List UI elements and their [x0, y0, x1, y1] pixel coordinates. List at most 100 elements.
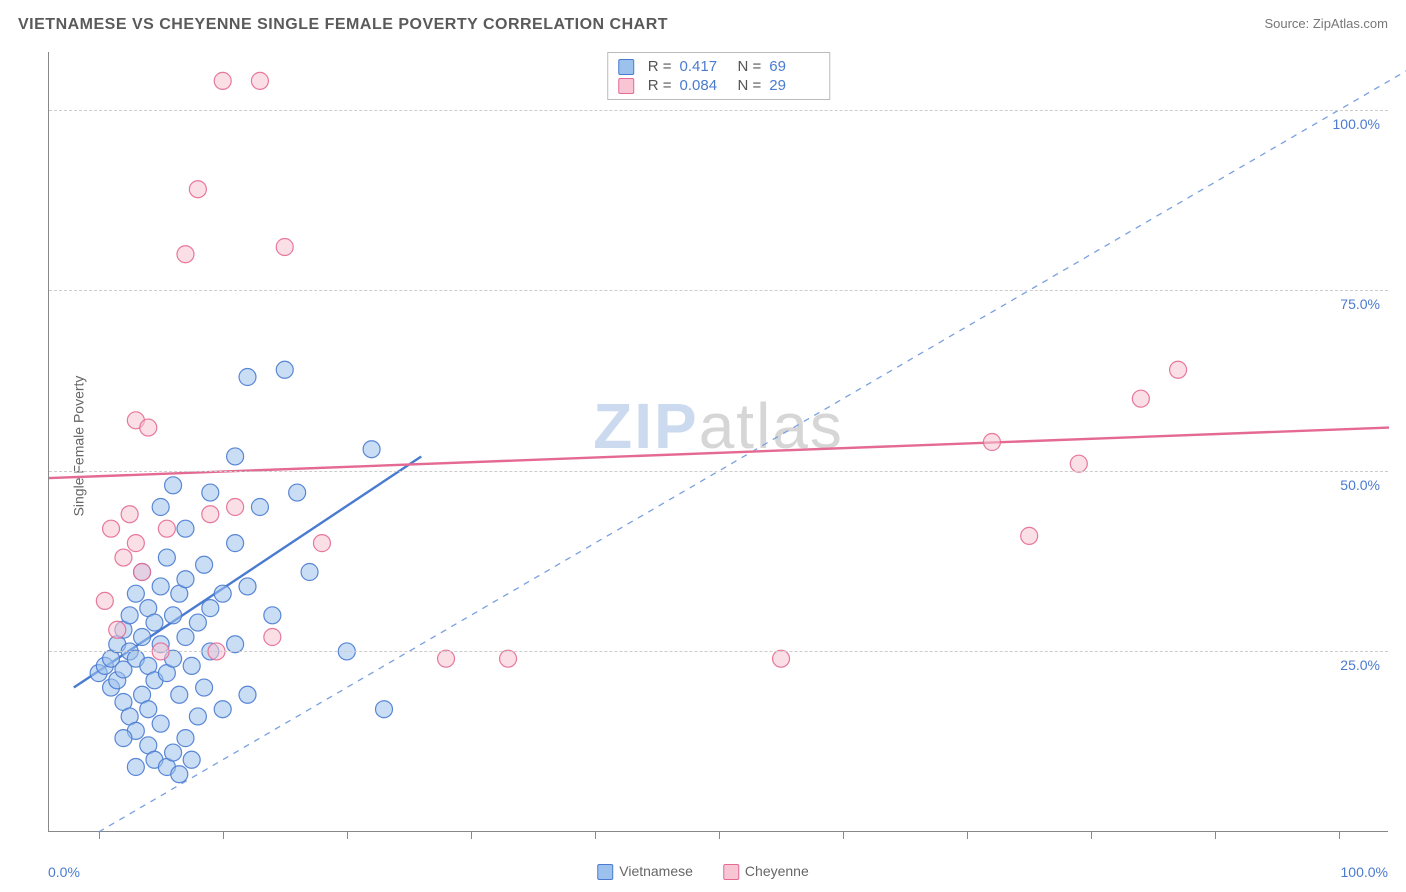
data-point-cheyenne — [264, 629, 281, 646]
series-legend: Vietnamese Cheyenne — [597, 863, 809, 880]
data-point-vietnamese — [363, 441, 380, 458]
data-point-vietnamese — [239, 578, 256, 595]
data-point-cheyenne — [276, 239, 293, 256]
legend-swatch — [597, 864, 613, 880]
chart-title: VIETNAMESE VS CHEYENNE SINGLE FEMALE POV… — [18, 16, 668, 33]
data-point-vietnamese — [127, 585, 144, 602]
correlation-legend-row: R = 0.084 N = 29 — [618, 76, 820, 95]
data-point-vietnamese — [202, 600, 219, 617]
data-point-cheyenne — [115, 549, 132, 566]
series-legend-item: Vietnamese — [597, 863, 693, 880]
data-point-vietnamese — [227, 535, 244, 552]
scatter-plot: ZIPatlas R =0.417N =69R =0.084N =29 25.0… — [48, 52, 1388, 832]
data-point-vietnamese — [165, 607, 182, 624]
data-point-vietnamese — [202, 484, 219, 501]
n-value: 29 — [769, 77, 819, 94]
gridline — [49, 110, 1388, 111]
source-prefix: Source: — [1264, 16, 1312, 31]
data-point-cheyenne — [251, 72, 268, 89]
y-tick-label: 75.0% — [1340, 296, 1380, 312]
y-tick-label: 25.0% — [1340, 657, 1380, 673]
data-point-vietnamese — [127, 759, 144, 776]
series-legend-label: Vietnamese — [619, 863, 693, 879]
data-point-vietnamese — [227, 636, 244, 653]
data-point-vietnamese — [301, 564, 318, 581]
data-point-vietnamese — [189, 614, 206, 631]
data-point-vietnamese — [177, 730, 194, 747]
header: VIETNAMESE VS CHEYENNE SINGLE FEMALE POV… — [18, 16, 1388, 46]
data-point-vietnamese — [152, 578, 169, 595]
correlation-legend-row: R = 0.417 N = 69 — [618, 57, 820, 76]
data-point-vietnamese — [376, 701, 393, 718]
data-point-vietnamese — [251, 499, 268, 516]
source-name: ZipAtlas.com — [1313, 16, 1388, 31]
data-point-cheyenne — [109, 621, 126, 638]
data-point-vietnamese — [196, 556, 213, 573]
r-value: 0.417 — [680, 58, 730, 75]
data-point-vietnamese — [227, 448, 244, 465]
data-point-vietnamese — [239, 686, 256, 703]
x-axis-min-label: 0.0% — [48, 864, 80, 880]
gridline — [49, 471, 1388, 472]
data-point-cheyenne — [438, 650, 455, 667]
data-point-vietnamese — [177, 520, 194, 537]
legend-swatch — [723, 864, 739, 880]
data-point-vietnamese — [183, 657, 200, 674]
data-point-cheyenne — [189, 181, 206, 198]
data-point-vietnamese — [171, 686, 188, 703]
data-point-cheyenne — [1070, 455, 1087, 472]
x-tick — [1091, 831, 1092, 839]
x-tick — [347, 831, 348, 839]
data-point-vietnamese — [214, 585, 231, 602]
n-label: N = — [738, 77, 762, 94]
data-point-cheyenne — [103, 520, 120, 537]
data-point-vietnamese — [171, 766, 188, 783]
legend-swatch — [618, 78, 634, 94]
x-tick — [1339, 831, 1340, 839]
x-tick — [99, 831, 100, 839]
y-tick-label: 100.0% — [1333, 116, 1380, 132]
data-point-cheyenne — [773, 650, 790, 667]
gridline — [49, 651, 1388, 652]
x-tick — [471, 831, 472, 839]
n-label: N = — [738, 58, 762, 75]
r-label: R = — [648, 58, 672, 75]
x-tick — [1215, 831, 1216, 839]
series-legend-item: Cheyenne — [723, 863, 809, 880]
data-point-vietnamese — [289, 484, 306, 501]
data-point-vietnamese — [189, 708, 206, 725]
r-label: R = — [648, 77, 672, 94]
data-point-vietnamese — [152, 499, 169, 516]
data-point-cheyenne — [121, 506, 138, 523]
data-point-cheyenne — [177, 246, 194, 263]
data-point-vietnamese — [183, 751, 200, 768]
data-point-cheyenne — [983, 434, 1000, 451]
correlation-legend: R = 0.417 N = 69 R = 0.084 N = 29 — [607, 52, 831, 100]
gridline — [49, 290, 1388, 291]
x-tick — [595, 831, 596, 839]
data-point-cheyenne — [127, 535, 144, 552]
data-point-cheyenne — [140, 419, 157, 436]
data-point-vietnamese — [177, 629, 194, 646]
data-point-vietnamese — [276, 361, 293, 378]
data-point-vietnamese — [165, 744, 182, 761]
r-value: 0.084 — [680, 77, 730, 94]
x-tick — [719, 831, 720, 839]
data-point-vietnamese — [115, 730, 132, 747]
y-tick-label: 50.0% — [1340, 477, 1380, 493]
series-legend-label: Cheyenne — [745, 863, 809, 879]
data-point-cheyenne — [500, 650, 517, 667]
x-axis-max-label: 100.0% — [1341, 864, 1388, 880]
data-point-vietnamese — [146, 614, 163, 631]
data-point-vietnamese — [264, 607, 281, 624]
data-point-cheyenne — [96, 592, 113, 609]
n-value: 69 — [769, 58, 819, 75]
data-point-vietnamese — [152, 715, 169, 732]
data-point-vietnamese — [177, 571, 194, 588]
data-point-cheyenne — [1021, 527, 1038, 544]
data-point-vietnamese — [196, 679, 213, 696]
legend-swatch — [618, 59, 634, 75]
data-point-cheyenne — [1170, 361, 1187, 378]
plot-svg — [49, 52, 1388, 831]
data-point-cheyenne — [313, 535, 330, 552]
